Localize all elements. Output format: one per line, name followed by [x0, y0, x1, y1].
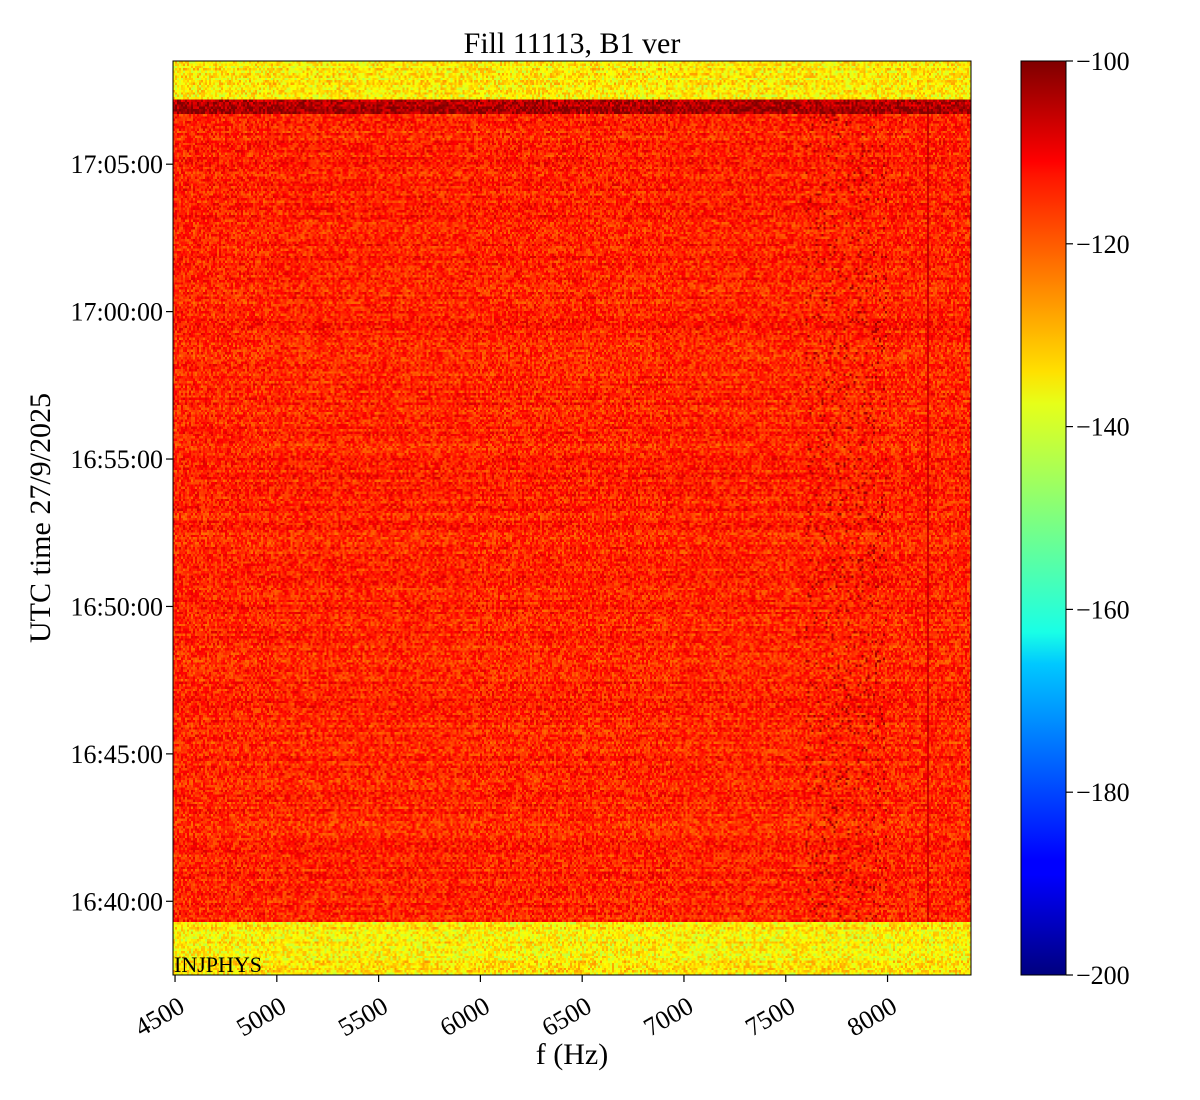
injphys-annotation: INJPHYS: [174, 952, 262, 977]
x-tick-label: 5500: [333, 991, 393, 1042]
colorbar-tick-label: −120: [1076, 230, 1130, 259]
plot-frame: [172, 60, 972, 976]
y-axis: 16:40:00 16:45:00 16:50:00 16:55:00 17:00:00…: [71, 150, 173, 916]
heatmap-image: [173, 61, 971, 975]
y-tick-label: 16:40:00: [71, 887, 163, 916]
colorbar-tick-label: −160: [1076, 595, 1130, 624]
y-tick-label: 16:45:00: [71, 740, 163, 769]
colorbar-axis: −100 −120 −140 −160 −180 −200: [1066, 47, 1130, 990]
x-axis-label: f (Hz): [536, 1038, 608, 1071]
y-tick-label: 16:50:00: [71, 592, 163, 621]
y-tick-label: 17:05:00: [71, 150, 163, 179]
x-tick-label: 5000: [231, 991, 291, 1042]
x-tick-label: 4500: [130, 991, 190, 1042]
x-tick-label: 6000: [435, 991, 495, 1042]
y-tick-label: 16:55:00: [71, 445, 163, 474]
x-tick-label: 7500: [740, 991, 800, 1042]
heatmap-area: [173, 61, 971, 975]
colorbar-tick-label: −100: [1076, 47, 1130, 76]
colorbar-tick-label: −140: [1076, 413, 1130, 442]
colorbar-tick-label: −180: [1076, 778, 1130, 807]
x-tick-label: 8000: [842, 991, 902, 1042]
colorbar-tick-label: −200: [1076, 961, 1130, 990]
x-axis: 4500 5000 5500 6000 6500 7000 7500 8000: [130, 975, 902, 1042]
colorbar: [1020, 60, 1067, 976]
y-tick-label: 17:00:00: [71, 298, 163, 327]
x-tick-label: 6500: [537, 991, 597, 1042]
y-axis-label: UTC time 27/9/2025: [24, 393, 57, 643]
chart-title: Fill 11113, B1 ver: [464, 27, 681, 60]
x-tick-label: 7000: [639, 991, 699, 1042]
